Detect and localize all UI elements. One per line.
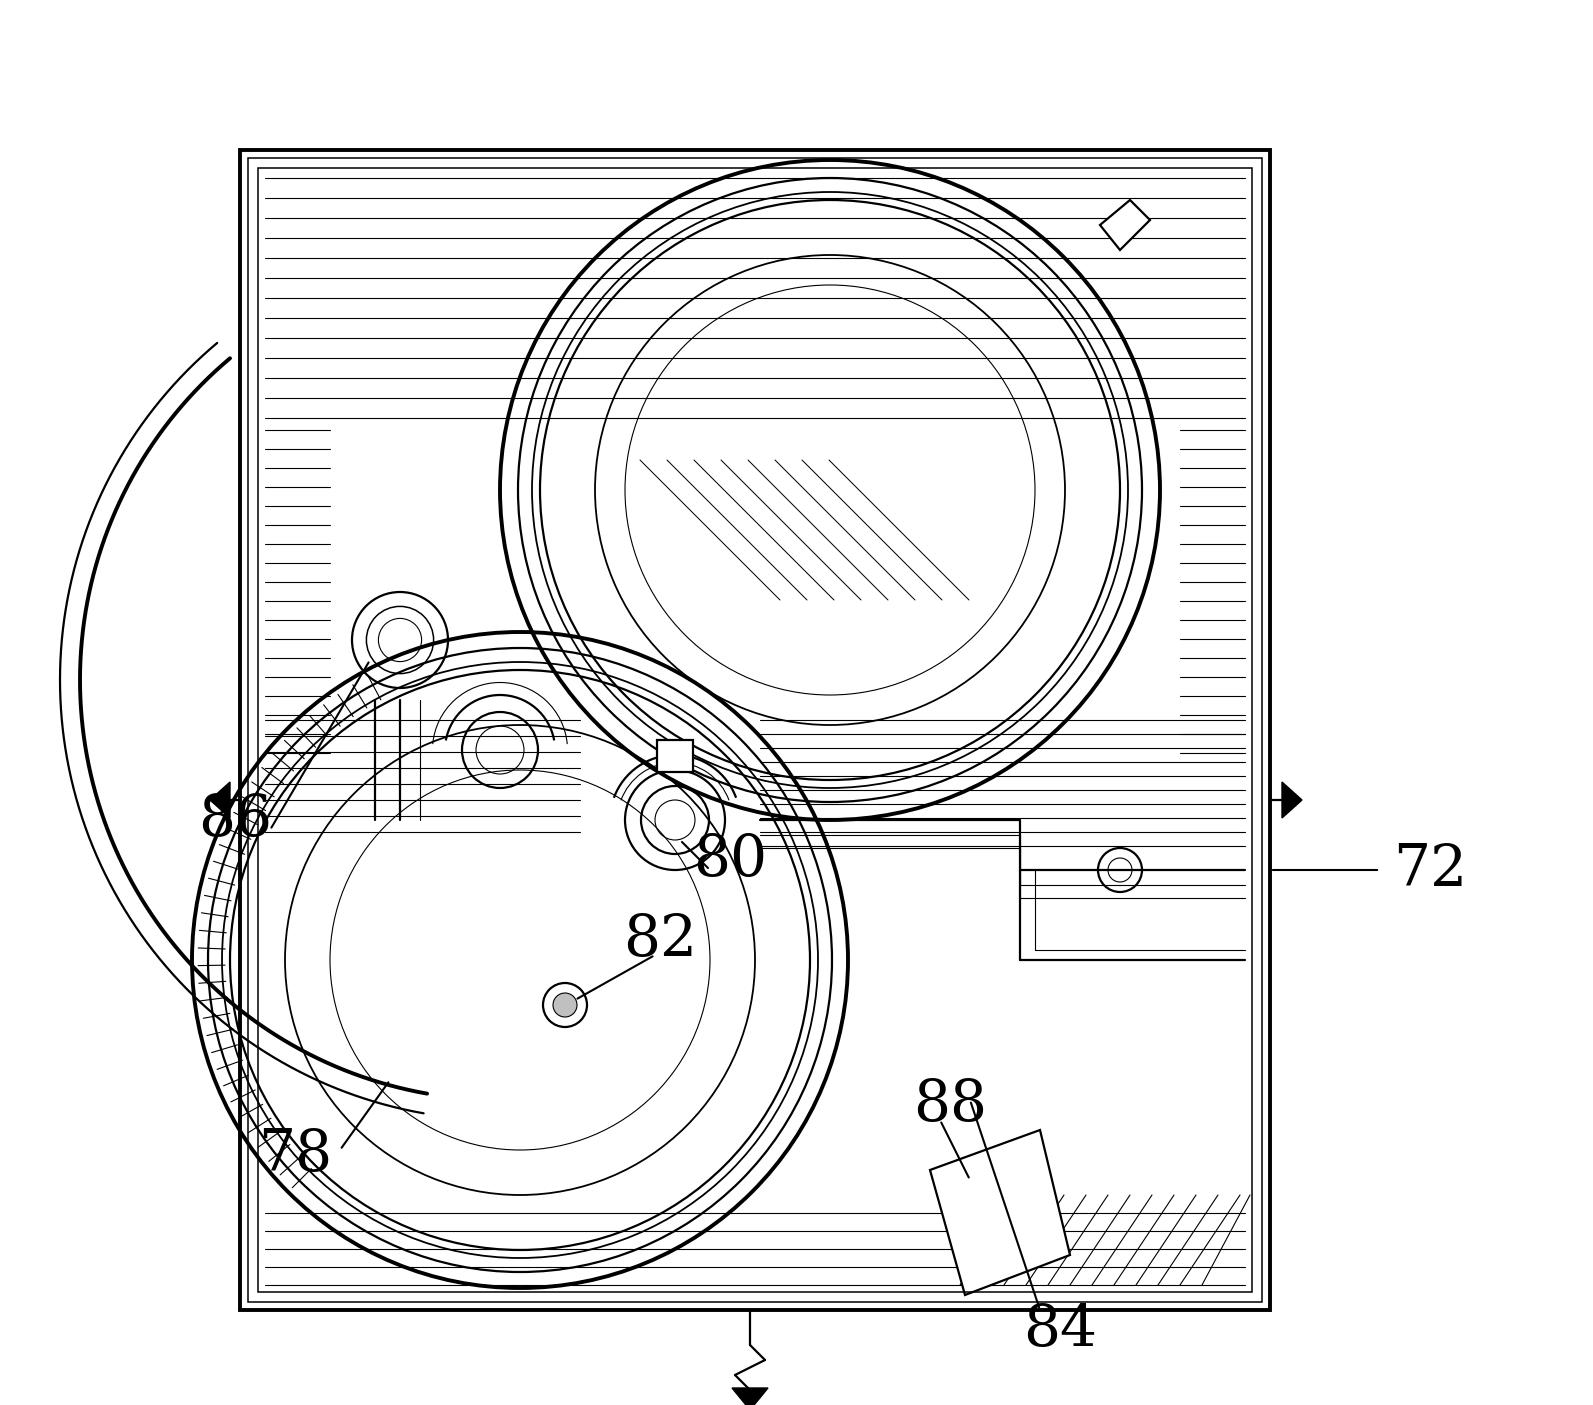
Text: 80: 80 [693, 832, 768, 888]
Text: 84: 84 [1023, 1302, 1098, 1359]
Polygon shape [1101, 200, 1150, 250]
Text: 78: 78 [258, 1127, 331, 1183]
Text: 72: 72 [1392, 842, 1467, 898]
Bar [258, 169, 1252, 1293]
Text: 86: 86 [198, 792, 272, 849]
Text: 88: 88 [913, 1078, 988, 1132]
Polygon shape [656, 740, 693, 771]
Bar [249, 157, 1262, 1302]
Polygon shape [1282, 783, 1301, 818]
Text: 82: 82 [623, 912, 698, 968]
Bar [241, 150, 1270, 1309]
Circle shape [553, 993, 577, 1017]
Polygon shape [210, 783, 229, 818]
Polygon shape [733, 1388, 768, 1405]
Polygon shape [930, 1130, 1070, 1295]
